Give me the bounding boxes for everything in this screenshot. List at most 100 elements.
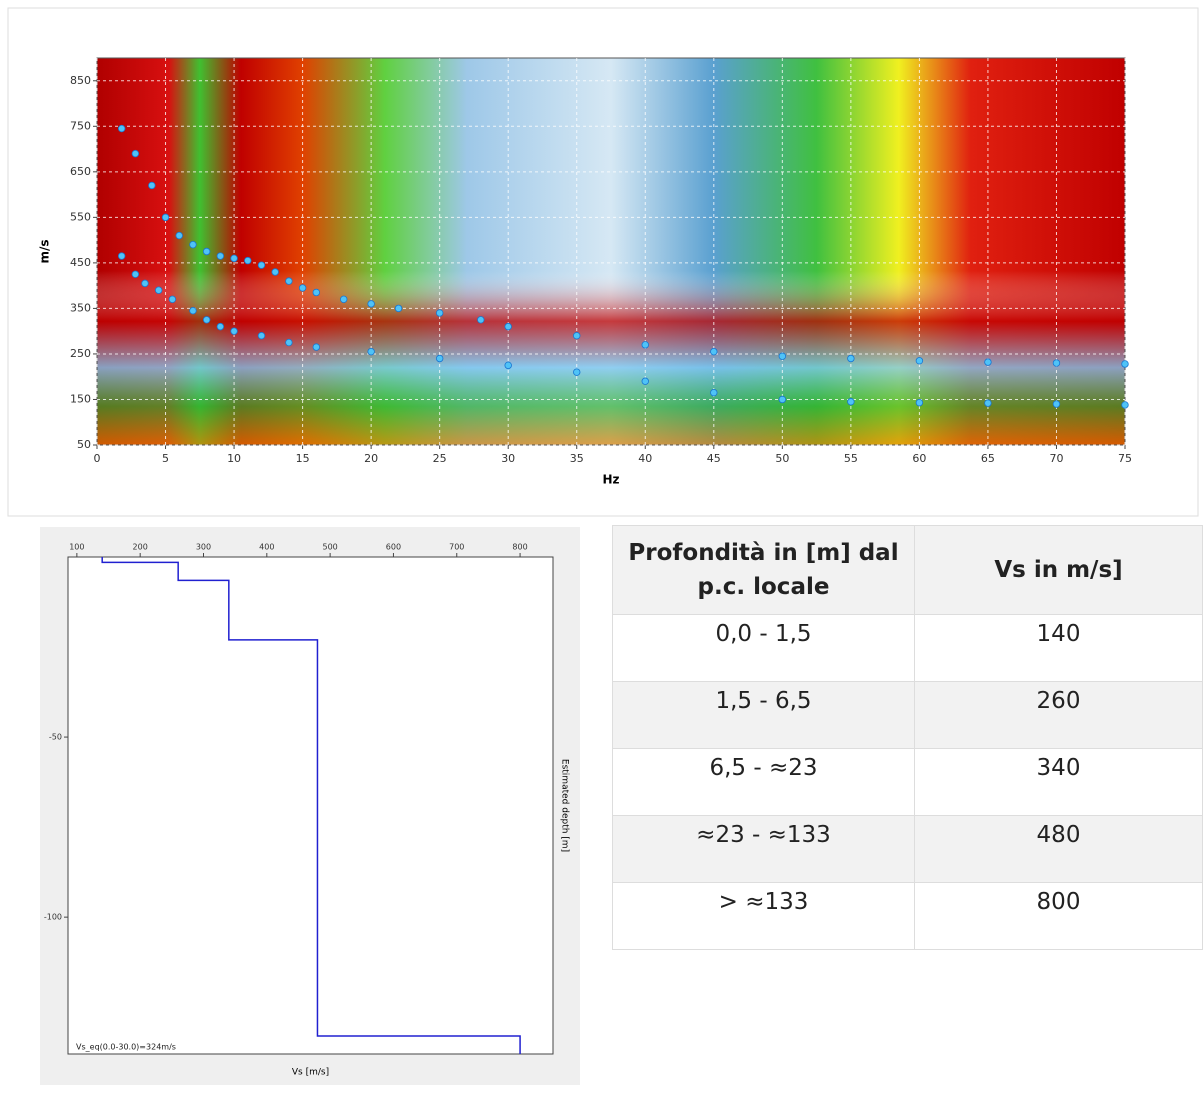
pick-point [257,261,266,269]
pick-point [847,354,855,363]
y-axis-label: m/s [38,239,52,263]
x-tick-label: 10 [227,452,241,465]
pick-point [202,316,211,324]
table-row: 0,0 - 1,5 140 [612,614,1203,682]
table-cell: 480 [914,815,1203,883]
pick-point [141,279,149,288]
y-tick-label: 550 [70,210,91,223]
pick-point [778,395,787,404]
table-cell: 340 [914,748,1203,816]
x-tick-label: 70 [1049,452,1063,465]
pick-point [367,300,375,308]
pick-point [435,309,444,317]
x-tick-label: 55 [844,452,858,465]
x-tick-label: 300 [196,543,211,552]
table-header: Profondità in [m] dal p.c. locale Vs in … [612,525,1203,615]
pick-point [189,240,197,249]
x-tick-label: 800 [512,543,527,552]
pick-point [435,354,444,363]
pick-point [216,322,225,331]
pick-point [984,399,992,407]
pick-point [1121,360,1129,368]
table-cell: 6,5 - ≈23 [612,748,915,816]
pick-point [202,247,211,256]
x-tick-label: 15 [296,452,310,465]
x-tick-label: 100 [69,543,84,552]
pick-point [915,357,924,365]
profile-frame [67,556,554,1055]
pick-point [285,277,293,285]
pick-point [131,270,140,278]
x-tick-label: 50 [775,452,789,465]
pick-point [394,304,403,313]
pick-point [641,341,649,349]
x-tick-label: 600 [386,543,401,552]
pick-point [230,327,238,335]
x-axis-label: Hz [602,473,619,487]
pick-point [915,398,924,407]
pick-point [1052,400,1061,408]
pick-point [168,295,177,304]
y-tick-label: 850 [70,74,91,87]
x-tick-label: 20 [364,452,378,465]
pick-point [312,288,321,297]
pick-point [257,332,266,340]
pick-point [230,254,238,263]
pick-point [117,252,126,260]
pick-point [175,231,183,240]
table-cell: 0,0 - 1,5 [612,614,915,682]
annotation: Vs_eq(0.0-30.0)=324m/s [76,1043,176,1052]
pick-point [847,398,855,406]
table-cell: 260 [914,681,1203,749]
x-axis-label: Vs [m/s] [292,1068,329,1078]
y-tick-label: 650 [70,165,91,178]
pick-point [710,347,718,356]
pick-point [189,306,197,315]
pick-point [367,347,375,356]
pick-point [117,124,126,133]
table-cell: 800 [914,882,1203,950]
table-cell: 140 [914,614,1203,682]
pick-point [573,332,581,340]
y-tick-label: 350 [70,301,91,314]
x-tick-label: 75 [1118,452,1132,465]
pick-point [216,252,225,260]
y-tick-label: -50 [49,733,62,742]
x-tick-label: 35 [570,452,584,465]
x-tick-label: 30 [501,452,515,465]
pick-point [477,316,485,324]
dispersion-image-overlay [97,58,1125,445]
pick-point [271,268,279,276]
pick-point [312,343,321,351]
pick-point [984,358,992,366]
x-tick-label: 60 [912,452,926,465]
y-tick-label: 250 [70,347,91,360]
pick-point [1121,401,1129,409]
y-tick-label: 450 [70,256,91,269]
pick-point [131,149,140,158]
table-cell: 1,5 - 6,5 [612,681,915,749]
x-tick-label: 500 [322,543,337,552]
pick-point [244,256,252,265]
table-row: ≈23 - ≈133 480 [612,815,1203,883]
pick-point [154,286,163,294]
pick-point [573,368,581,376]
pick-point [298,284,307,292]
y-axis-label: Estimated depth [m] [560,759,570,852]
pick-point [285,338,293,347]
header-cell: Vs in m/s] [914,525,1203,615]
pick-point [340,295,348,304]
pick-point [778,352,787,360]
vs-table: Profondità in [m] dal p.c. locale Vs in … [612,525,1203,950]
table-cell: > ≈133 [612,882,915,950]
table-row: 6,5 - ≈23 340 [612,748,1203,816]
x-tick-label: 45 [707,452,721,465]
pick-point [641,377,649,385]
table-row: > ≈133 800 [612,882,1203,950]
x-tick-label: 40 [638,452,652,465]
x-tick-label: 65 [981,452,995,465]
x-tick-label: 700 [449,543,464,552]
pick-point [710,388,718,397]
